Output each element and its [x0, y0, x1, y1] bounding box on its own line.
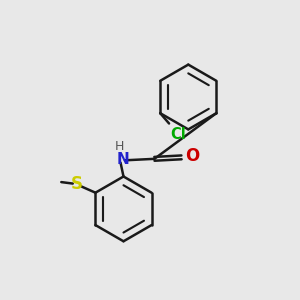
Text: Cl: Cl — [170, 127, 186, 142]
Text: H: H — [114, 140, 124, 153]
Text: O: O — [185, 148, 199, 166]
Text: S: S — [71, 176, 83, 194]
Text: N: N — [116, 152, 129, 167]
